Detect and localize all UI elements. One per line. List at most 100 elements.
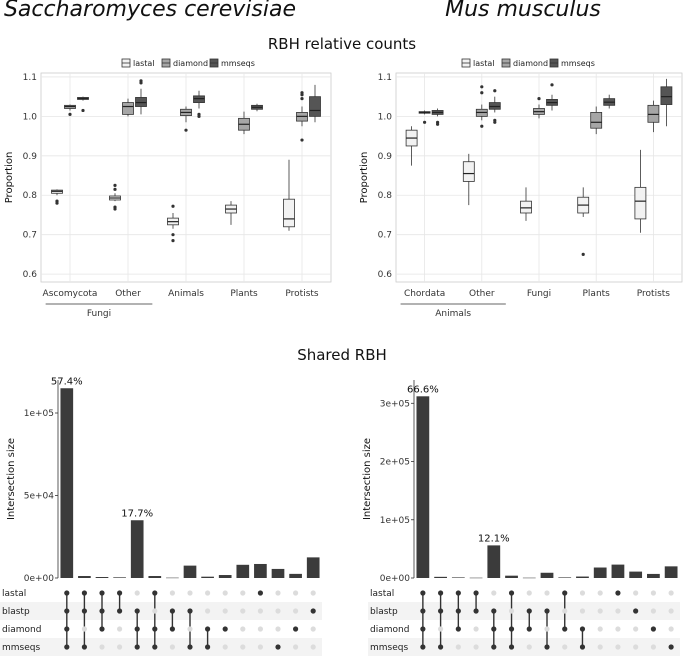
intersection-bar-2 [434, 576, 447, 578]
y-tick-label: 0e+00 [380, 574, 411, 584]
x-tick-label-chordata: Chordata [404, 289, 445, 299]
matrix-dot-3-diamond [455, 626, 461, 632]
matrix-dot-4-mmseqs [473, 644, 479, 650]
intersection-bar-4 [469, 577, 483, 579]
x-tick-label-plants: Plants [230, 289, 258, 299]
box-diamond-other-outlier [480, 91, 484, 95]
matrix-dot-9-diamond [205, 626, 211, 632]
intersection-bar-12 [254, 563, 267, 578]
matrix-dot-15-lastal [668, 590, 674, 596]
matrix-dot-14-lastal [650, 590, 657, 596]
matrix-dot-8-mmseqs [187, 644, 193, 650]
set-label-mmseqs: mmseqs [370, 643, 408, 653]
box-diamond-protists-outlier [300, 138, 304, 142]
matrix-dot-7-diamond [169, 626, 175, 632]
intersection-bar-1 [60, 388, 74, 578]
matrix-dot-6-diamond [508, 626, 515, 632]
matrix-dot-15-mmseqs [668, 644, 674, 650]
matrix-dot-4-blastp [117, 608, 123, 614]
matrix-dot-10-lastal [222, 590, 228, 596]
matrix-dot-8-blastp [187, 608, 193, 614]
y-tick-label: 2e+05 [380, 458, 410, 468]
matrix-dot-6-blastp [152, 608, 158, 614]
matrix-dot-5-mmseqs [491, 644, 497, 650]
box-diamond-protists-outlier [300, 93, 304, 97]
box-plot-right: 0.6 0.7 0.8 0.9 1.0 1.1 Proportion Chordata Othe… [359, 72, 683, 319]
matrix-dot-15-blastp [668, 608, 674, 614]
box-lastal-animals-outlier [171, 233, 175, 237]
box-mmseqs-animals-outlier [197, 114, 201, 118]
matrix-dot-4-lastal [473, 590, 479, 596]
matrix-dot-8-mmseqs [544, 644, 550, 650]
matrix-dot-6-lastal [508, 590, 515, 596]
matrix-dot-9-blastp [562, 608, 568, 614]
matrix-dot-15-mmseqs [310, 644, 316, 650]
matrix-dot-5-lastal [491, 590, 497, 596]
y-axis-label: Proportion [359, 152, 370, 204]
matrix-dot-9-blastp [205, 608, 211, 614]
box-lastal-protists [283, 198, 295, 228]
matrix-dot-9-diamond [562, 626, 568, 632]
intersection-bar-4 [113, 577, 126, 578]
group-label-animals: Animals [435, 309, 471, 319]
shared-section-title: Shared RBH [297, 346, 387, 364]
matrix-dot-13-blastp [633, 608, 639, 614]
box-diamond-plants [590, 112, 603, 129]
matrix-dot-13-blastp [275, 608, 281, 614]
y-tick-label: 0.9 [23, 152, 38, 162]
right-species-title: Mus musculus [445, 0, 601, 22]
matrix-stripe-mmseqs [0, 638, 322, 656]
legend-label-diamond: diamond [173, 59, 208, 68]
matrix-dot-8-diamond [544, 626, 550, 632]
intersection-bar-13 [629, 571, 643, 578]
matrix-dot-2-mmseqs [438, 644, 444, 650]
intersection-bar-7 [166, 577, 179, 579]
matrix-dot-5-diamond [491, 626, 497, 632]
matrix-dot-3-diamond [99, 626, 105, 632]
intersection-bar-11 [593, 567, 607, 578]
intersection-bar-9 [201, 576, 214, 578]
matrix-dot-10-mmseqs [579, 644, 586, 650]
matrix-dot-7-blastp [526, 608, 532, 614]
y-tick-label: 5e+04 [24, 492, 55, 502]
box-mmseqs-other-outlier [139, 81, 143, 85]
matrix-dot-2-diamond [438, 626, 444, 632]
matrix-dot-1-lastal [420, 590, 426, 596]
x-tick-label-ascomycota: Ascomycota [43, 289, 98, 299]
matrix-dot-2-lastal [438, 590, 444, 596]
box-mmseqs-other-outlier [493, 120, 497, 124]
y-axis-label: Intersection size [6, 438, 17, 520]
matrix-dot-7-mmseqs [526, 644, 532, 650]
matrix-dot-2-lastal [81, 590, 87, 596]
matrix-dot-11-diamond [597, 626, 603, 632]
box-diamond-other-outlier [480, 85, 484, 89]
intersection-bar-5 [487, 545, 501, 578]
set-label-diamond: diamond [2, 625, 41, 635]
matrix-dot-12-diamond [615, 626, 621, 632]
matrix-dot-8-lastal [187, 590, 193, 596]
set-label-blastp: blastp [370, 607, 398, 617]
y-axis-label: Proportion [4, 152, 15, 204]
y-tick-label: 1.1 [23, 73, 37, 83]
matrix-dot-1-mmseqs [420, 644, 426, 650]
upset-plot-left: 0e+00 5e+04 1e+05 Intersection size 57.4% 17.… [0, 376, 322, 656]
box-diamond-protists-outlier [300, 97, 304, 101]
group-label-fungi: Fungi [87, 309, 111, 319]
x-tick-label-protists: Protists [285, 289, 319, 299]
box-lastal-ascomycota-outlier [55, 201, 59, 205]
legend-label-mmseqs: mmseqs [561, 59, 595, 68]
matrix-dot-2-diamond [81, 626, 87, 632]
matrix-dot-7-lastal [526, 590, 532, 596]
intersection-bar-1 [416, 396, 430, 578]
matrix-dot-5-blastp [134, 608, 140, 614]
matrix-dot-8-lastal [544, 590, 550, 596]
box-mmseqs-ascomycota-outlier [81, 108, 85, 113]
set-label-mmseqs: mmseqs [2, 643, 40, 653]
matrix-dot-4-diamond [473, 626, 479, 632]
matrix-dot-13-lastal [275, 590, 281, 596]
matrix-dot-6-mmseqs [508, 644, 515, 650]
intersection-bar-8 [183, 565, 197, 578]
intersection-bar-6 [505, 575, 518, 578]
matrix-dot-1-blastp [420, 608, 426, 614]
matrix-dot-5-diamond [134, 626, 140, 632]
